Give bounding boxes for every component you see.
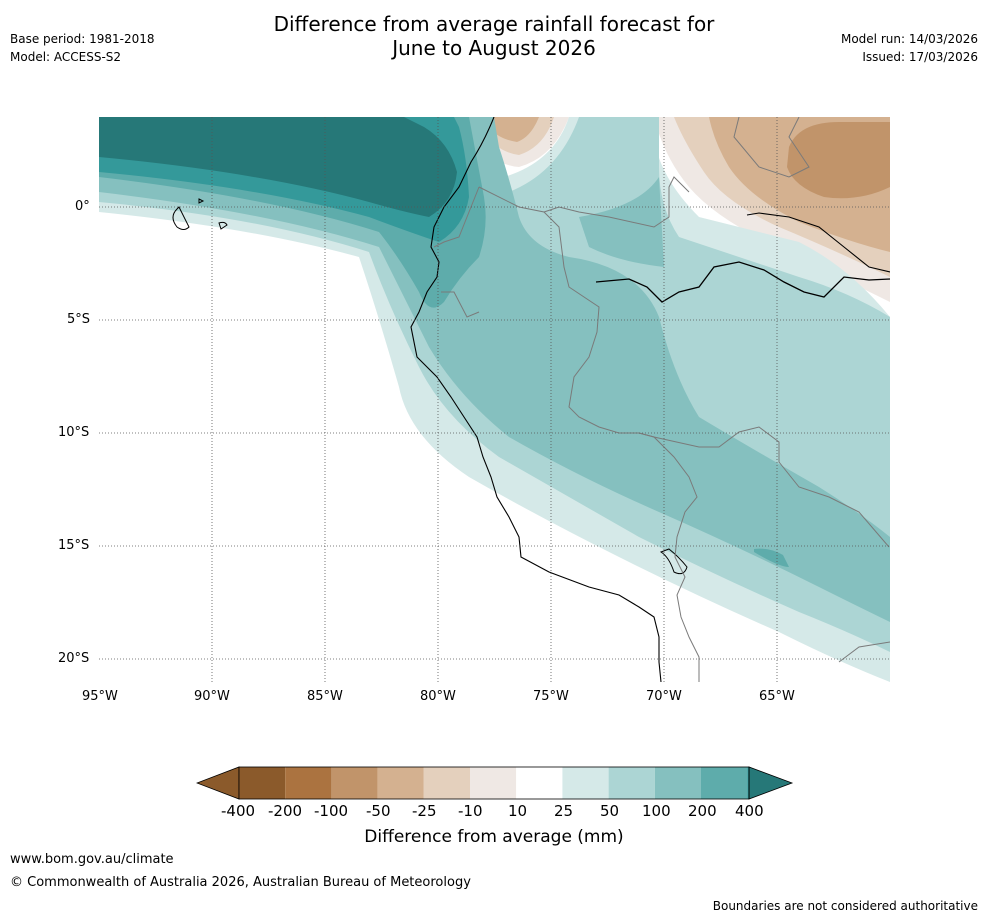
footer-url: www.bom.gov.au/climate bbox=[10, 852, 174, 867]
colorbar-bin-9 bbox=[608, 767, 655, 799]
colorbar-bin-6 bbox=[470, 767, 517, 799]
colorbar-bin-1 bbox=[239, 767, 286, 799]
cb-label-12: 400 bbox=[735, 802, 764, 820]
lat-label-20s: 20°S bbox=[58, 651, 90, 666]
footer-copyright: © Commonwealth of Australia 2026, Austra… bbox=[10, 875, 471, 890]
base-period: Base period: 1981-2018 bbox=[10, 32, 155, 46]
lon-label-70w: 70°W bbox=[646, 689, 682, 704]
model-name: Model: ACCESS-S2 bbox=[10, 50, 122, 64]
lat-label-5s: 5°S bbox=[67, 312, 91, 327]
colorbar-bin-12 bbox=[747, 767, 750, 799]
lon-label-80w: 80°W bbox=[420, 689, 456, 704]
colorbar-bin-11 bbox=[701, 767, 748, 799]
colorbar bbox=[196, 766, 794, 800]
footer-disclaimer: Boundaries are not considered authoritat… bbox=[712, 899, 978, 913]
colorbar-bin-4 bbox=[377, 767, 424, 799]
lon-label-85w: 85°W bbox=[307, 689, 343, 704]
cb-label-11: 200 bbox=[688, 802, 717, 820]
lon-label-75w: 75°W bbox=[533, 689, 569, 704]
cb-label-9: 50 bbox=[600, 802, 620, 820]
colorbar-bin-3 bbox=[331, 767, 378, 799]
wet-anomaly-main bbox=[99, 117, 890, 682]
cb-label-10: 100 bbox=[642, 802, 671, 820]
coastline-south-america bbox=[410, 117, 662, 682]
cb-label-3: -100 bbox=[314, 802, 349, 820]
cb-label-1: -400 bbox=[221, 802, 256, 820]
cb-label-4: -50 bbox=[366, 802, 391, 820]
gridlines bbox=[99, 117, 890, 682]
cb-label-8: 25 bbox=[554, 802, 574, 820]
lon-label-65w: 65°W bbox=[759, 689, 795, 704]
colorbar-bin-2 bbox=[285, 767, 332, 799]
title-line-1: Difference from average rainfall forecas… bbox=[273, 12, 715, 36]
issued-date: Issued: 17/03/2026 bbox=[862, 50, 978, 64]
cb-label-5: -25 bbox=[412, 802, 437, 820]
map-title: Difference from average rainfall forecas… bbox=[0, 12, 988, 60]
colorbar-title: Difference from average (mm) bbox=[364, 827, 624, 847]
country-boundaries bbox=[433, 117, 890, 682]
cb-label-6: -10 bbox=[458, 802, 483, 820]
amazon-river-north bbox=[746, 212, 890, 273]
colorbar-outline bbox=[238, 766, 750, 800]
header-right: Model run: 14/03/2026 Issued: 17/03/2026 bbox=[841, 30, 978, 66]
lon-label-90w: 90°W bbox=[194, 689, 230, 704]
lat-label-0: 0° bbox=[75, 199, 90, 214]
cb-label-2: -200 bbox=[268, 802, 303, 820]
dry-anomaly-northeast bbox=[654, 117, 890, 302]
model-run: Model run: 14/03/2026 bbox=[840, 32, 978, 46]
colorbar-bin-5 bbox=[423, 767, 470, 799]
lon-label-95w: 95°W bbox=[82, 689, 118, 704]
amazon-river bbox=[595, 261, 890, 303]
colorbar-bin-10 bbox=[654, 767, 701, 799]
title-line-2: June to August 2026 bbox=[392, 36, 596, 60]
header-left: Base period: 1981-2018 Model: ACCESS-S2 bbox=[10, 30, 155, 66]
colorbar-bin-7 bbox=[516, 767, 563, 799]
colorbar-extend-high bbox=[748, 766, 794, 800]
lat-label-10s: 10°S bbox=[58, 425, 90, 440]
cb-label-7: 10 bbox=[508, 802, 528, 820]
rainfall-map bbox=[99, 117, 890, 682]
lat-label-15s: 15°S bbox=[58, 538, 90, 553]
galapagos-islands bbox=[172, 198, 228, 230]
colorbar-extend-low bbox=[196, 766, 240, 800]
colorbar-bin-8 bbox=[562, 767, 609, 799]
